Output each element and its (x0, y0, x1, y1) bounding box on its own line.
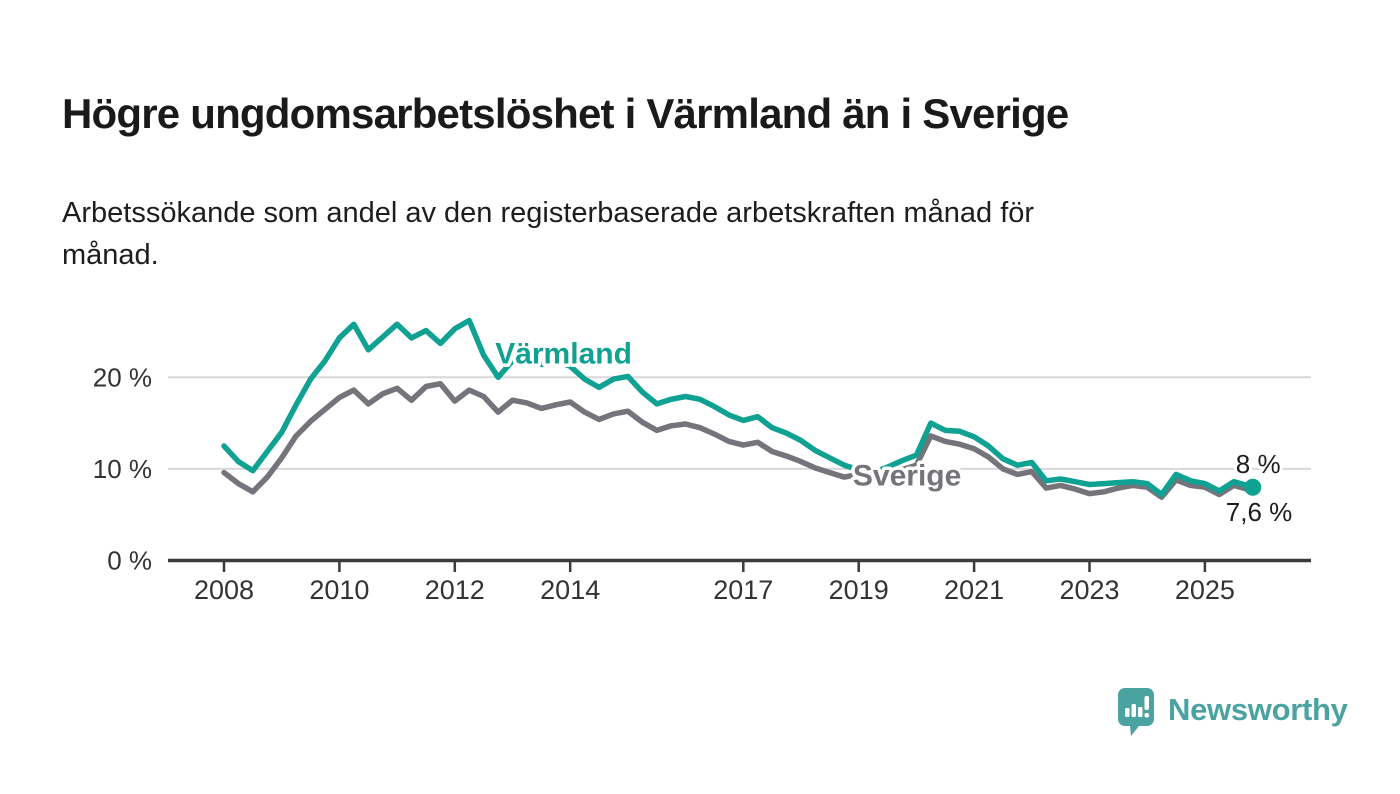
x-axis-label-2023: 2023 (1059, 575, 1119, 605)
x-axis-label-2025: 2025 (1175, 575, 1235, 605)
logo-speech-bubble-bar-chart-icon (1118, 688, 1154, 736)
newsworthy-logo: Newsworthy (1117, 687, 1348, 737)
page-title: Högre ungdomsarbetslöshet i Värmland än … (62, 90, 1069, 138)
x-axis-label-2019: 2019 (829, 575, 889, 605)
vrmland-end-value-label: 8 % (1236, 449, 1281, 479)
y-axis-label-10: 10 % (93, 454, 152, 484)
x-axis-label-2014: 2014 (540, 575, 600, 605)
x-axis-label-2008: 2008 (194, 575, 254, 605)
y-axis-label-0: 0 % (107, 546, 152, 576)
vrmland-series-label: Värmland (495, 338, 632, 371)
x-axis-label-2012: 2012 (425, 575, 485, 605)
page-subtitle: Arbetssökande som andel av den registerb… (62, 197, 1035, 271)
sverige-end-value-label: 7,6 % (1226, 497, 1293, 527)
vrmland-end-dot (1244, 478, 1262, 496)
x-axis-label-2010: 2010 (309, 575, 369, 605)
sverige-line (221, 380, 1256, 501)
vrmland-line (221, 317, 1256, 498)
sverige-series-label: Sverige (853, 459, 961, 492)
logo-wordmark: Newsworthy (1168, 692, 1348, 727)
y-axis-label-20: 20 % (93, 362, 152, 392)
x-axis-label-2021: 2021 (944, 575, 1004, 605)
x-axis-label-2017: 2017 (713, 575, 773, 605)
